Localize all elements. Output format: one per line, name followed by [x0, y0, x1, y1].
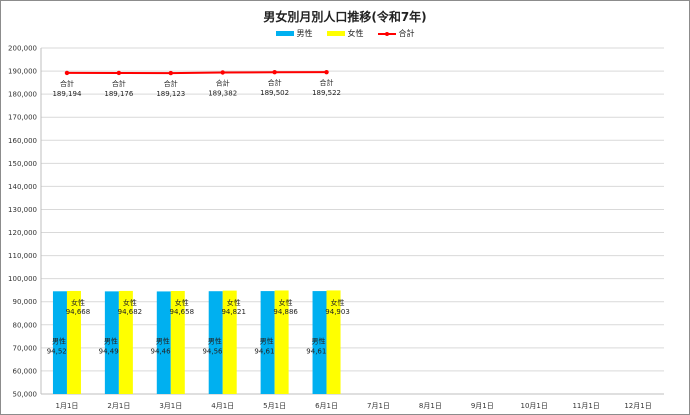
total-label-name: 合計 — [164, 79, 178, 88]
total-label-value: 189,123 — [156, 90, 185, 98]
total-point — [324, 69, 329, 75]
bar-label-male-name: 男性 — [156, 336, 170, 345]
y-tick-label: 140,000 — [8, 183, 37, 191]
bar-male — [52, 291, 67, 394]
bar-label-male-name: 男性 — [208, 336, 222, 345]
bar-label-male-value: 94,619 — [306, 347, 331, 355]
legend-item-total: 合計 — [377, 28, 415, 39]
total-label-value: 189,382 — [208, 89, 237, 97]
x-tick-label: 7月1日 — [367, 402, 390, 410]
y-tick-label: 110,000 — [8, 252, 37, 260]
bar-label-female-name: 女性 — [331, 298, 345, 307]
bar-label-male-name: 男性 — [312, 336, 326, 345]
bar-label-male-name: 男性 — [260, 336, 274, 345]
legend-swatch-female — [326, 31, 345, 36]
y-tick-label: 130,000 — [8, 206, 37, 214]
legend-label-total: 合計 — [398, 29, 415, 38]
bar-label-female-value: 94,668 — [66, 308, 91, 316]
y-tick-label: 160,000 — [8, 137, 37, 145]
bar-label-female-value: 94,658 — [170, 308, 195, 316]
total-label-value: 189,522 — [312, 89, 341, 97]
bar-female — [66, 290, 81, 394]
y-tick-label: 180,000 — [8, 91, 37, 99]
bar-female — [170, 290, 185, 394]
total-label-name: 合計 — [216, 78, 230, 87]
total-label-name: 合計 — [320, 78, 334, 87]
bar-male — [260, 291, 275, 394]
chart-title: 男女別月別人口推移(令和7年) — [263, 10, 427, 24]
total-line — [66, 71, 327, 75]
x-tick-label: 8月1日 — [419, 402, 442, 410]
total-label-name: 合計 — [268, 78, 282, 87]
y-tick-label: 120,000 — [8, 229, 37, 237]
x-tick-label: 6月1日 — [315, 402, 338, 410]
bar-label-male-name: 男性 — [52, 336, 66, 345]
bar-label-female-name: 女性 — [279, 298, 293, 307]
bar-label-female-value: 94,886 — [273, 308, 298, 316]
bar-label-female-name: 女性 — [227, 298, 241, 307]
legend-swatch-male — [275, 31, 294, 36]
legend-item-female: 女性 — [326, 28, 364, 39]
x-tick-label: 9月1日 — [471, 402, 494, 410]
bar-male — [156, 291, 171, 394]
bar-male — [312, 291, 327, 394]
bar-label-male-value: 94,494 — [99, 347, 124, 355]
total-label-value: 189,502 — [260, 89, 289, 97]
bar-label-male-value: 94,465 — [151, 347, 176, 355]
bar-label-male-value: 94,561 — [202, 347, 227, 355]
y-tick-label: 50,000 — [13, 391, 38, 399]
bar-label-male-value: 94,616 — [254, 347, 279, 355]
x-tick-label: 10月1日 — [521, 402, 548, 410]
total-point — [116, 70, 122, 76]
bar-male — [104, 291, 119, 394]
bar-label-male-name: 男性 — [104, 336, 118, 345]
bar-label-female-name: 女性 — [175, 298, 189, 307]
y-tick-label: 70,000 — [13, 344, 38, 352]
total-point — [272, 70, 277, 75]
x-tick-label: 4月1日 — [211, 402, 234, 410]
bar-label-female-name: 女性 — [71, 298, 85, 307]
y-tick-label: 200,000 — [8, 45, 37, 53]
y-tick-label: 150,000 — [8, 160, 37, 168]
bar-male — [208, 291, 223, 394]
x-tick-label: 5月1日 — [263, 402, 286, 410]
y-tick-label: 170,000 — [8, 114, 37, 122]
bar-label-female-value: 94,903 — [325, 308, 350, 316]
x-tick-label: 1月1日 — [55, 402, 78, 410]
total-label-value: 189,194 — [52, 90, 81, 98]
bar-female — [326, 290, 341, 394]
bar-female — [222, 290, 237, 394]
y-tick-label: 90,000 — [13, 298, 38, 306]
legend-label-female: 女性 — [347, 29, 364, 38]
y-tick-label: 60,000 — [13, 367, 38, 375]
bar-label-female-value: 94,821 — [221, 308, 246, 316]
bar-female — [118, 290, 133, 394]
bar-label-male-value: 94,526 — [47, 347, 72, 355]
total-point — [64, 70, 70, 76]
total-label-value: 189,176 — [104, 90, 133, 98]
total-point — [220, 70, 225, 75]
chart-legend: 男性 女性 合計 — [0, 28, 690, 39]
y-tick-label: 100,000 — [8, 275, 37, 283]
total-label-name: 合計 — [60, 79, 74, 88]
bar-female — [274, 290, 289, 394]
total-point — [168, 70, 173, 76]
legend-swatch-total — [377, 30, 396, 38]
bar-label-female-name: 女性 — [123, 298, 137, 307]
total-label-name: 合計 — [112, 79, 126, 88]
x-tick-label: 2月1日 — [107, 402, 130, 410]
x-tick-label: 11月1日 — [572, 402, 599, 410]
legend-item-male: 男性 — [275, 28, 313, 39]
x-tick-label: 12月1日 — [624, 402, 651, 410]
bar-label-female-value: 94,682 — [118, 308, 143, 316]
y-tick-label: 80,000 — [13, 321, 38, 329]
x-tick-label: 3月1日 — [159, 402, 182, 410]
legend-label-male: 男性 — [296, 29, 313, 38]
y-tick-label: 190,000 — [8, 68, 37, 76]
